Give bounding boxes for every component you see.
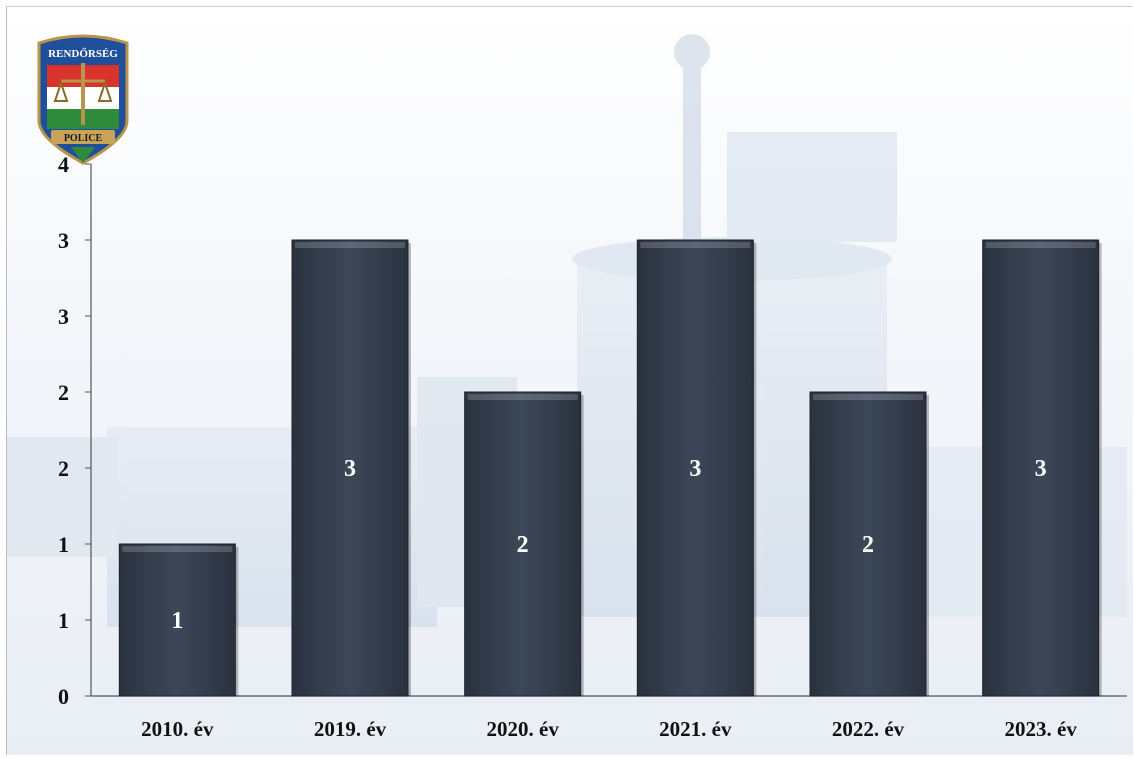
y-tick-label: 2 xyxy=(58,380,69,405)
police-logo: RENDŐRSÉG POLICE xyxy=(37,34,129,165)
bar-data-label: 3 xyxy=(344,456,356,482)
bar-data-label: 2 xyxy=(862,532,874,558)
bar-highlight xyxy=(640,242,751,248)
y-tick-label: 1 xyxy=(58,532,69,557)
x-tick-label: 2019. év xyxy=(314,717,387,741)
x-tick-label: 2010. év xyxy=(141,717,214,741)
x-tick-label: 2020. év xyxy=(487,717,560,741)
bar-data-label: 3 xyxy=(1035,456,1047,482)
bar-highlight xyxy=(985,242,1096,248)
bar-chart: 0 1 1 2 2 3 3 4 1 3 2 3 2 3 2010. év 2019. év 2020. év… xyxy=(7,34,1127,741)
x-axis: 2010. év 2019. év 2020. év 2021. év 2022. év… xyxy=(141,717,1077,741)
logo-top-text: RENDŐRSÉG xyxy=(48,48,118,60)
bar-2010 xyxy=(118,543,236,697)
y-tick-label: 0 xyxy=(58,684,69,709)
y-tick-label: 3 xyxy=(58,304,69,329)
x-tick-label: 2022. év xyxy=(832,717,905,741)
bar-data-label: 3 xyxy=(689,456,701,482)
logo-bottom-text: POLICE xyxy=(64,133,103,144)
bar-highlight xyxy=(467,394,578,400)
bar-highlight xyxy=(295,242,405,248)
chart-area: 0 1 1 2 2 3 3 4 1 3 2 3 2 3 2010. év 2019. év 2020. év… xyxy=(6,6,1133,755)
bar-highlight xyxy=(122,546,233,552)
bars: 1 3 2 3 2 3 xyxy=(118,239,1102,697)
bar-data-label: 1 xyxy=(171,608,183,634)
x-tick-label: 2023. év xyxy=(1005,717,1078,741)
y-axis: 0 1 1 2 2 3 3 4 xyxy=(58,152,91,709)
bar-2022 xyxy=(809,391,927,697)
y-tick-label: 1 xyxy=(58,608,69,633)
bar-2023 xyxy=(982,239,1100,697)
bar-data-label: 2 xyxy=(517,532,529,558)
bar-2021 xyxy=(636,239,754,697)
x-tick-label: 2021. év xyxy=(659,717,732,741)
bar-highlight xyxy=(813,394,923,400)
bar-2019 xyxy=(291,239,409,697)
y-tick-label: 4 xyxy=(58,152,69,177)
bar-2020 xyxy=(464,391,582,697)
y-tick-label: 3 xyxy=(58,228,69,253)
y-tick-label: 2 xyxy=(58,456,69,481)
